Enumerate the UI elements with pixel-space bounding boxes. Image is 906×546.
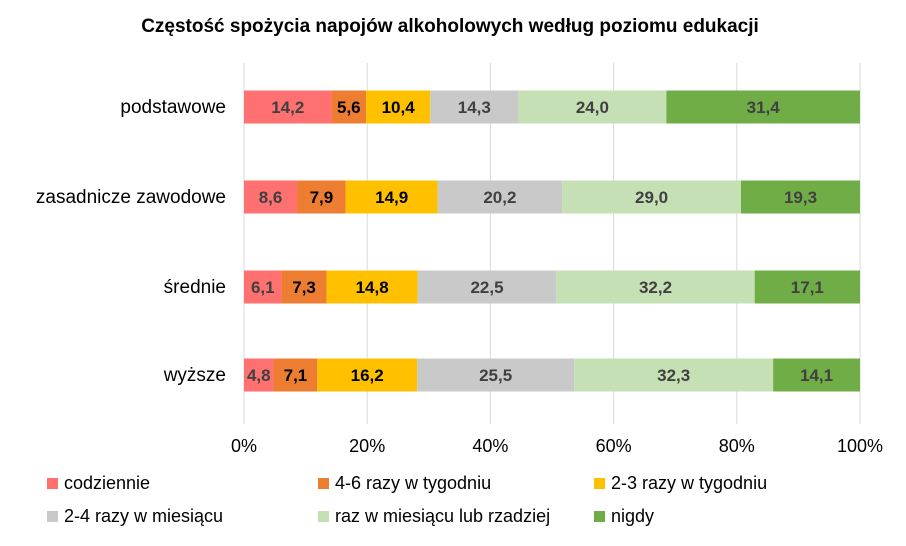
bar-segment (331, 90, 367, 124)
category-axis: podstawowe zasadnicze zawodowe średnie wyżs… (36, 97, 226, 386)
legend-label: nigdy (611, 506, 654, 526)
bar-segment (518, 90, 667, 124)
bar-segment (417, 358, 575, 392)
bar-segment (773, 358, 860, 392)
bar-segment (574, 358, 774, 392)
data-labels: 14,2 5,6 10,4 14,3 24,0 31,4 8,6 7,9 14,9 20,2 29,… (247, 98, 833, 385)
bar-segment (244, 180, 298, 214)
bar-segment (437, 180, 563, 214)
bar-segment (366, 90, 431, 124)
data-label: 16,2 (351, 366, 384, 385)
legend-label: codziennie (64, 473, 150, 493)
data-label: 14,1 (800, 366, 833, 385)
data-label: 32,3 (657, 366, 690, 385)
data-label: 25,5 (479, 366, 512, 385)
bar-segment (326, 270, 418, 304)
chart-title: Częstość spożycia napojów alkoholowych w… (141, 16, 759, 37)
data-label: 14,3 (458, 98, 491, 117)
data-label: 20,2 (483, 188, 516, 207)
data-label: 19,3 (784, 188, 817, 207)
x-tick-label: 80% (719, 436, 755, 456)
data-label: 29,0 (635, 188, 668, 207)
data-label: 7,3 (292, 278, 316, 297)
data-label: 4,8 (247, 366, 271, 385)
legend-swatch (47, 478, 58, 489)
data-label: 24,0 (576, 98, 609, 117)
x-tick-label: 100% (837, 436, 883, 456)
data-label: 7,9 (310, 188, 334, 207)
x-tick-label: 40% (472, 436, 508, 456)
x-tick-label: 0% (231, 436, 257, 456)
legend-label: 2-3 razy w tygodniu (611, 473, 767, 493)
data-label: 6,1 (251, 278, 275, 297)
legend-swatch (594, 478, 605, 489)
category-label: podstawowe (120, 97, 226, 118)
legend-label: raz w miesiącu lub rzadziej (335, 506, 550, 526)
bar-segment (317, 358, 418, 392)
data-label: 5,6 (337, 98, 361, 117)
bar-segment (754, 270, 860, 304)
data-label: 22,5 (470, 278, 503, 297)
legend-swatch (47, 511, 58, 522)
bar-segment (556, 270, 755, 304)
bar-segment (244, 270, 282, 304)
legend-label: 4-6 razy w tygodniu (335, 473, 491, 493)
legend-swatch (318, 478, 329, 489)
bar-segment (666, 90, 860, 124)
bar-segment (273, 358, 318, 392)
data-label: 14,2 (271, 98, 304, 117)
legend: codziennie 4-6 razy w tygodniu 2-3 razy w … (47, 473, 767, 526)
data-label: 17,1 (791, 278, 824, 297)
category-label: wyższe (163, 365, 226, 386)
data-label: 7,1 (284, 366, 308, 385)
bar-segment (417, 270, 557, 304)
bars (244, 90, 860, 392)
bar-segment (430, 90, 519, 124)
bar-segment (562, 180, 741, 214)
data-label: 32,2 (639, 278, 672, 297)
x-tick-label: 20% (349, 436, 385, 456)
value-axis: 0% 20% 40% 60% 80% 100% (231, 436, 883, 456)
bar-segment (244, 90, 332, 124)
bar-segment (244, 358, 274, 392)
legend-label: 2-4 razy w miesiącu (64, 506, 223, 526)
category-label: średnie (164, 277, 226, 298)
bar-segment (740, 180, 860, 214)
data-label: 31,4 (747, 98, 781, 117)
category-label: zasadnicze zawodowe (36, 187, 226, 208)
x-tick-label: 60% (596, 436, 632, 456)
bar-segment (297, 180, 346, 214)
data-label: 8,6 (259, 188, 283, 207)
bar-segment (281, 270, 327, 304)
data-label: 14,9 (375, 188, 408, 207)
bar-segment (345, 180, 438, 214)
data-label: 14,8 (356, 278, 389, 297)
legend-swatch (594, 511, 605, 522)
legend-swatch (318, 511, 329, 522)
data-label: 10,4 (382, 98, 416, 117)
